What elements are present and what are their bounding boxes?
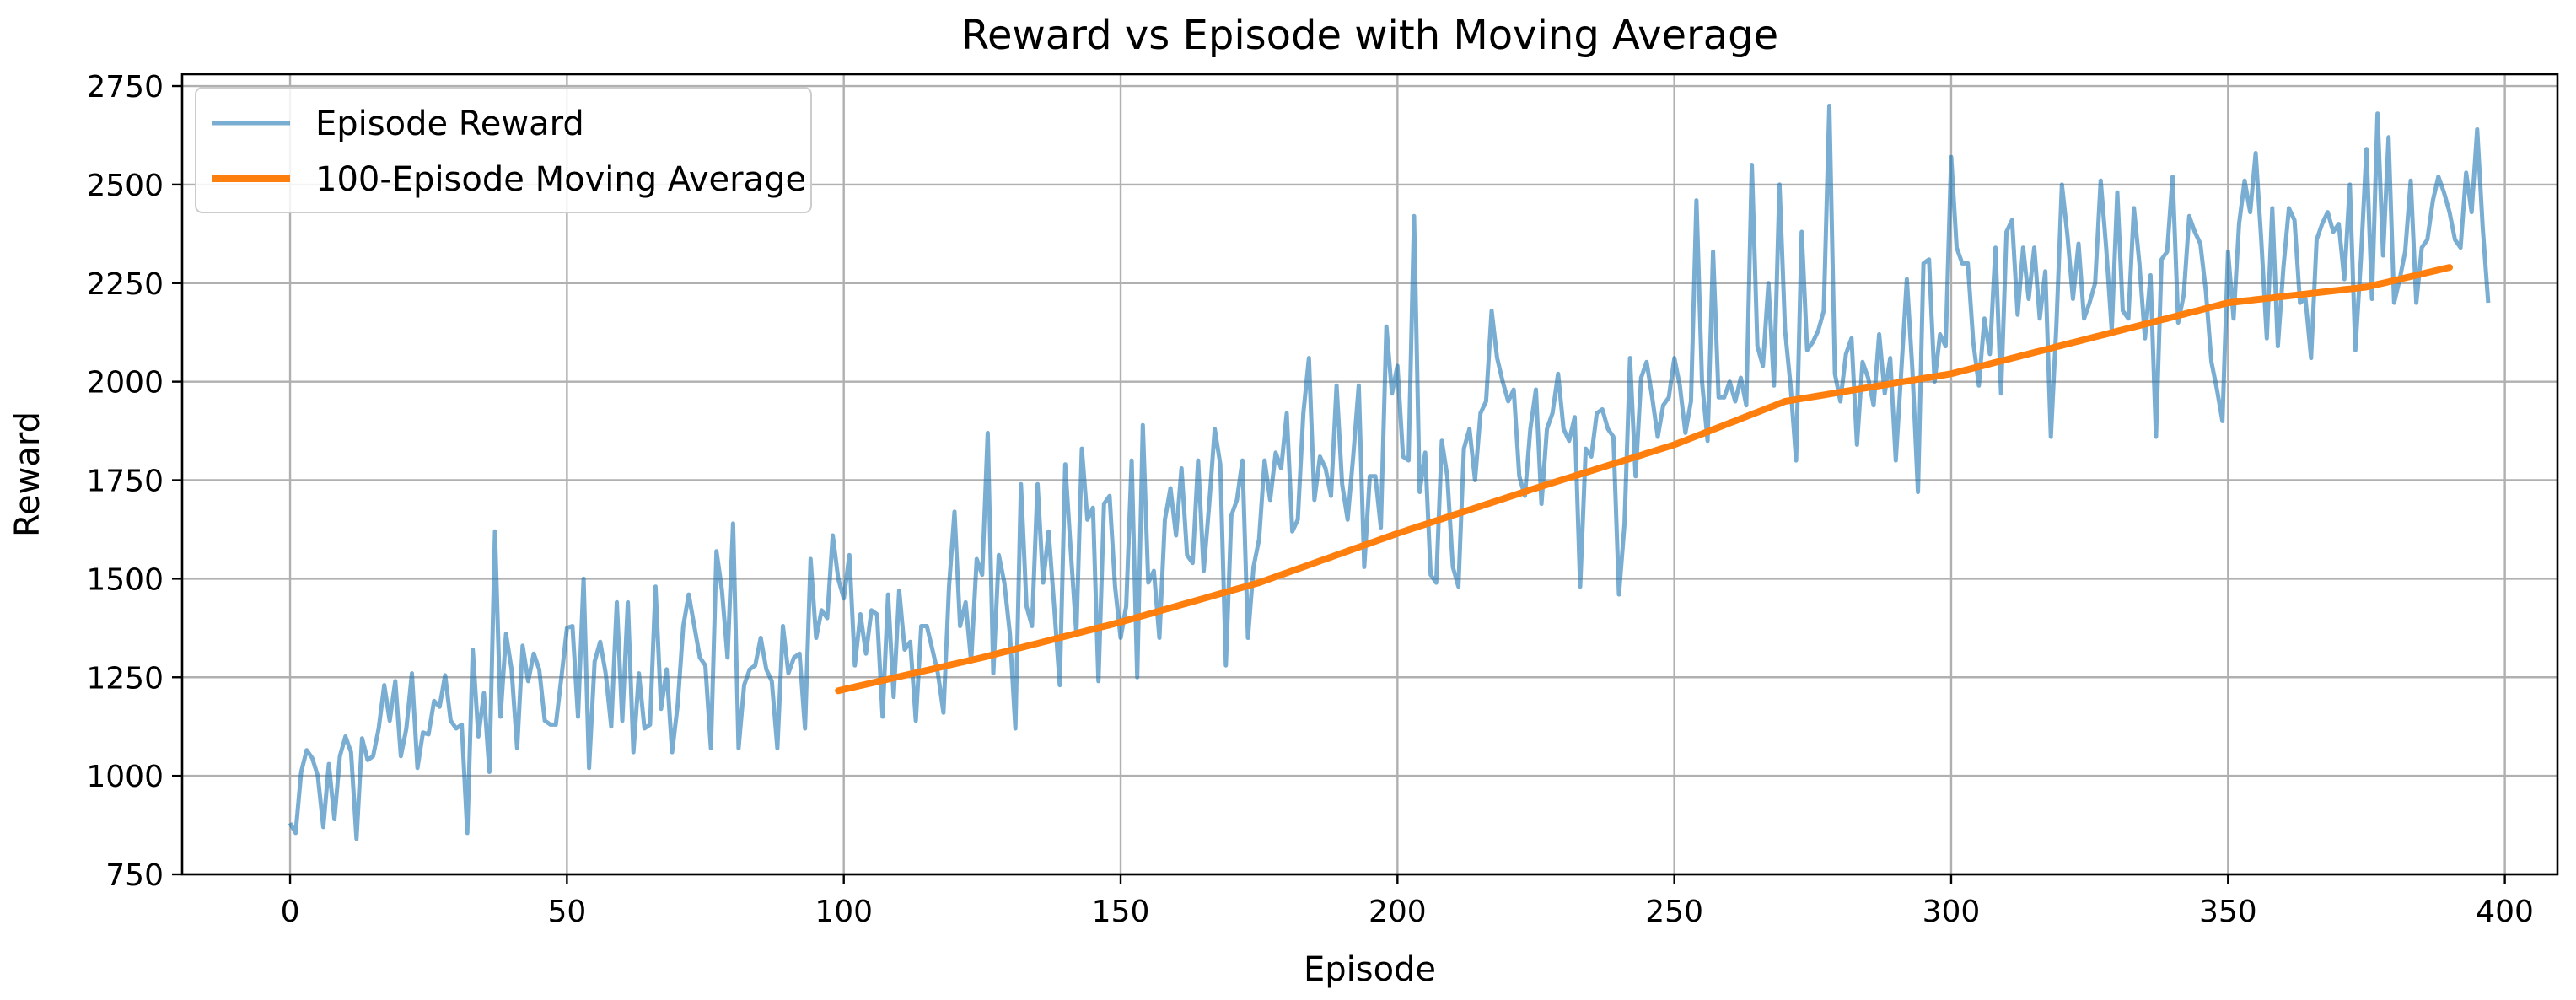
y-axis-label: Reward — [8, 411, 47, 537]
series-line-moving-average — [835, 264, 2453, 695]
x-tick-label: 50 — [547, 895, 586, 929]
y-tick-label: 1000 — [86, 760, 164, 794]
y-tick-label: 1250 — [86, 661, 164, 696]
legend-box — [195, 87, 812, 213]
y-tick-label: 2750 — [86, 70, 164, 105]
y-tick-label: 750 — [105, 858, 164, 893]
y-tick-label: 2500 — [86, 169, 164, 203]
x-tick-label: 100 — [815, 895, 873, 929]
y-tick-label: 2000 — [86, 366, 164, 401]
y-tick-label: 1500 — [86, 562, 164, 597]
x-tick-label: 350 — [2199, 895, 2257, 929]
axis-ticks: 0 50 100 150 200 250 300 350 400 750 1000 1250 1500 1… — [86, 70, 2534, 929]
legend-label-episode-reward: Episode Reward — [315, 105, 584, 143]
y-tick-label: 1750 — [86, 465, 164, 499]
series-line-episode-reward — [288, 103, 2491, 841]
x-tick-label: 400 — [2476, 895, 2534, 929]
x-tick-label: 150 — [1092, 895, 1150, 929]
x-tick-label: 0 — [281, 895, 300, 929]
y-tick-label: 2250 — [86, 267, 164, 302]
plot-frame — [180, 73, 2559, 876]
legend: Episode Reward 100-Episode Moving Averag… — [195, 87, 812, 213]
series-layer — [288, 103, 2491, 841]
x-tick-label: 250 — [1645, 895, 1703, 929]
chart-title: Reward vs Episode with Moving Average — [961, 12, 1778, 59]
legend-label-moving-average: 100-Episode Moving Average — [315, 160, 806, 199]
x-tick-label: 200 — [1369, 895, 1427, 929]
x-tick-label: 300 — [1923, 895, 1981, 929]
x-axis-label: Episode — [1304, 950, 1436, 989]
